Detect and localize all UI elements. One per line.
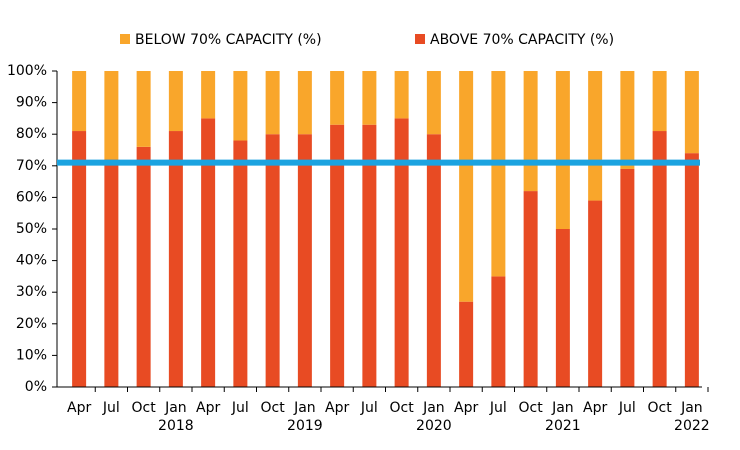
bar-segment xyxy=(330,124,345,387)
legend-swatch xyxy=(415,34,425,44)
y-tick-label: 80% xyxy=(16,126,47,142)
y-tick-label: 0% xyxy=(25,379,47,395)
bar-segment xyxy=(297,71,312,135)
x-tick-label: Jul xyxy=(360,400,378,416)
y-tick-label: 30% xyxy=(16,284,47,300)
bar-segment xyxy=(426,71,441,135)
bar-segment xyxy=(588,71,603,201)
bar-segment xyxy=(588,200,603,387)
y-tick-label: 60% xyxy=(16,189,47,205)
y-tick-label: 70% xyxy=(16,158,47,174)
x-tick-label: Jan xyxy=(293,400,316,416)
x-tick-label: Jan xyxy=(680,400,703,416)
bar-segment xyxy=(491,276,506,387)
bar-segment xyxy=(201,71,216,119)
x-tick-label: Apr xyxy=(196,400,220,416)
bar-segment xyxy=(426,134,441,387)
legend-label: BELOW 70% CAPACITY (%) xyxy=(135,32,322,48)
x-tick-label: Oct xyxy=(390,400,415,416)
x-year-label: 2018 xyxy=(158,418,194,434)
x-tick-label: Apr xyxy=(67,400,91,416)
bar-segment xyxy=(684,71,699,154)
x-tick-label: Jan xyxy=(164,400,187,416)
bar-segment xyxy=(459,301,474,387)
x-tick-label: Apr xyxy=(583,400,607,416)
x-tick-label: Jan xyxy=(422,400,445,416)
bar-segment xyxy=(362,71,377,125)
bar-segment xyxy=(652,131,667,387)
x-year-label: 2021 xyxy=(545,418,581,434)
x-tick-label: Oct xyxy=(519,400,544,416)
bar-segment xyxy=(362,124,377,387)
x-tick-label: Oct xyxy=(648,400,673,416)
bar-segment xyxy=(201,118,216,388)
x-tick-label: Oct xyxy=(261,400,286,416)
bar-segment xyxy=(265,134,280,387)
bar-segment xyxy=(233,140,248,387)
bar-segment xyxy=(620,168,635,387)
x-tick-label: Apr xyxy=(325,400,349,416)
x-year-label: 2022 xyxy=(674,418,710,434)
bar-segment xyxy=(394,118,409,388)
bar-segment xyxy=(330,71,345,125)
y-tick-label: 100% xyxy=(7,63,47,79)
bar-segment xyxy=(523,71,538,192)
bar-segment xyxy=(555,71,570,229)
legend-swatch xyxy=(120,34,130,44)
bar-segment xyxy=(265,71,280,135)
bar-segment xyxy=(523,191,538,387)
bar-segment xyxy=(394,71,409,119)
x-tick-label: Jul xyxy=(102,400,120,416)
x-tick-label: Jul xyxy=(618,400,636,416)
bar-segment xyxy=(652,71,667,132)
legend-label: ABOVE 70% CAPACITY (%) xyxy=(430,32,614,48)
bar-segment xyxy=(555,229,570,387)
bar-segment xyxy=(104,71,119,160)
x-tick-label: Apr xyxy=(454,400,478,416)
x-year-label: 2019 xyxy=(287,418,323,434)
bar-segment xyxy=(104,159,119,387)
bar-segment xyxy=(72,71,87,132)
bar-segment xyxy=(459,71,474,302)
y-tick-label: 50% xyxy=(16,221,47,237)
x-tick-label: Jan xyxy=(551,400,574,416)
x-tick-label: Jul xyxy=(489,400,507,416)
y-tick-label: 40% xyxy=(16,253,47,269)
bar-segment xyxy=(136,71,151,147)
y-tick-label: 90% xyxy=(16,95,47,111)
y-tick-label: 20% xyxy=(16,316,47,332)
bar-segment xyxy=(168,71,183,132)
x-year-label: 2020 xyxy=(416,418,452,434)
bar-segment xyxy=(72,131,87,387)
bar-segment xyxy=(136,146,151,387)
bar-segment xyxy=(684,153,699,387)
bar-segment xyxy=(491,71,506,277)
bar-segment xyxy=(233,71,248,141)
bar-segment xyxy=(297,134,312,387)
bar-segment xyxy=(168,131,183,387)
y-tick-label: 10% xyxy=(16,347,47,363)
x-tick-label: Jul xyxy=(231,400,249,416)
x-tick-label: Oct xyxy=(132,400,157,416)
bar-segment xyxy=(620,71,635,169)
